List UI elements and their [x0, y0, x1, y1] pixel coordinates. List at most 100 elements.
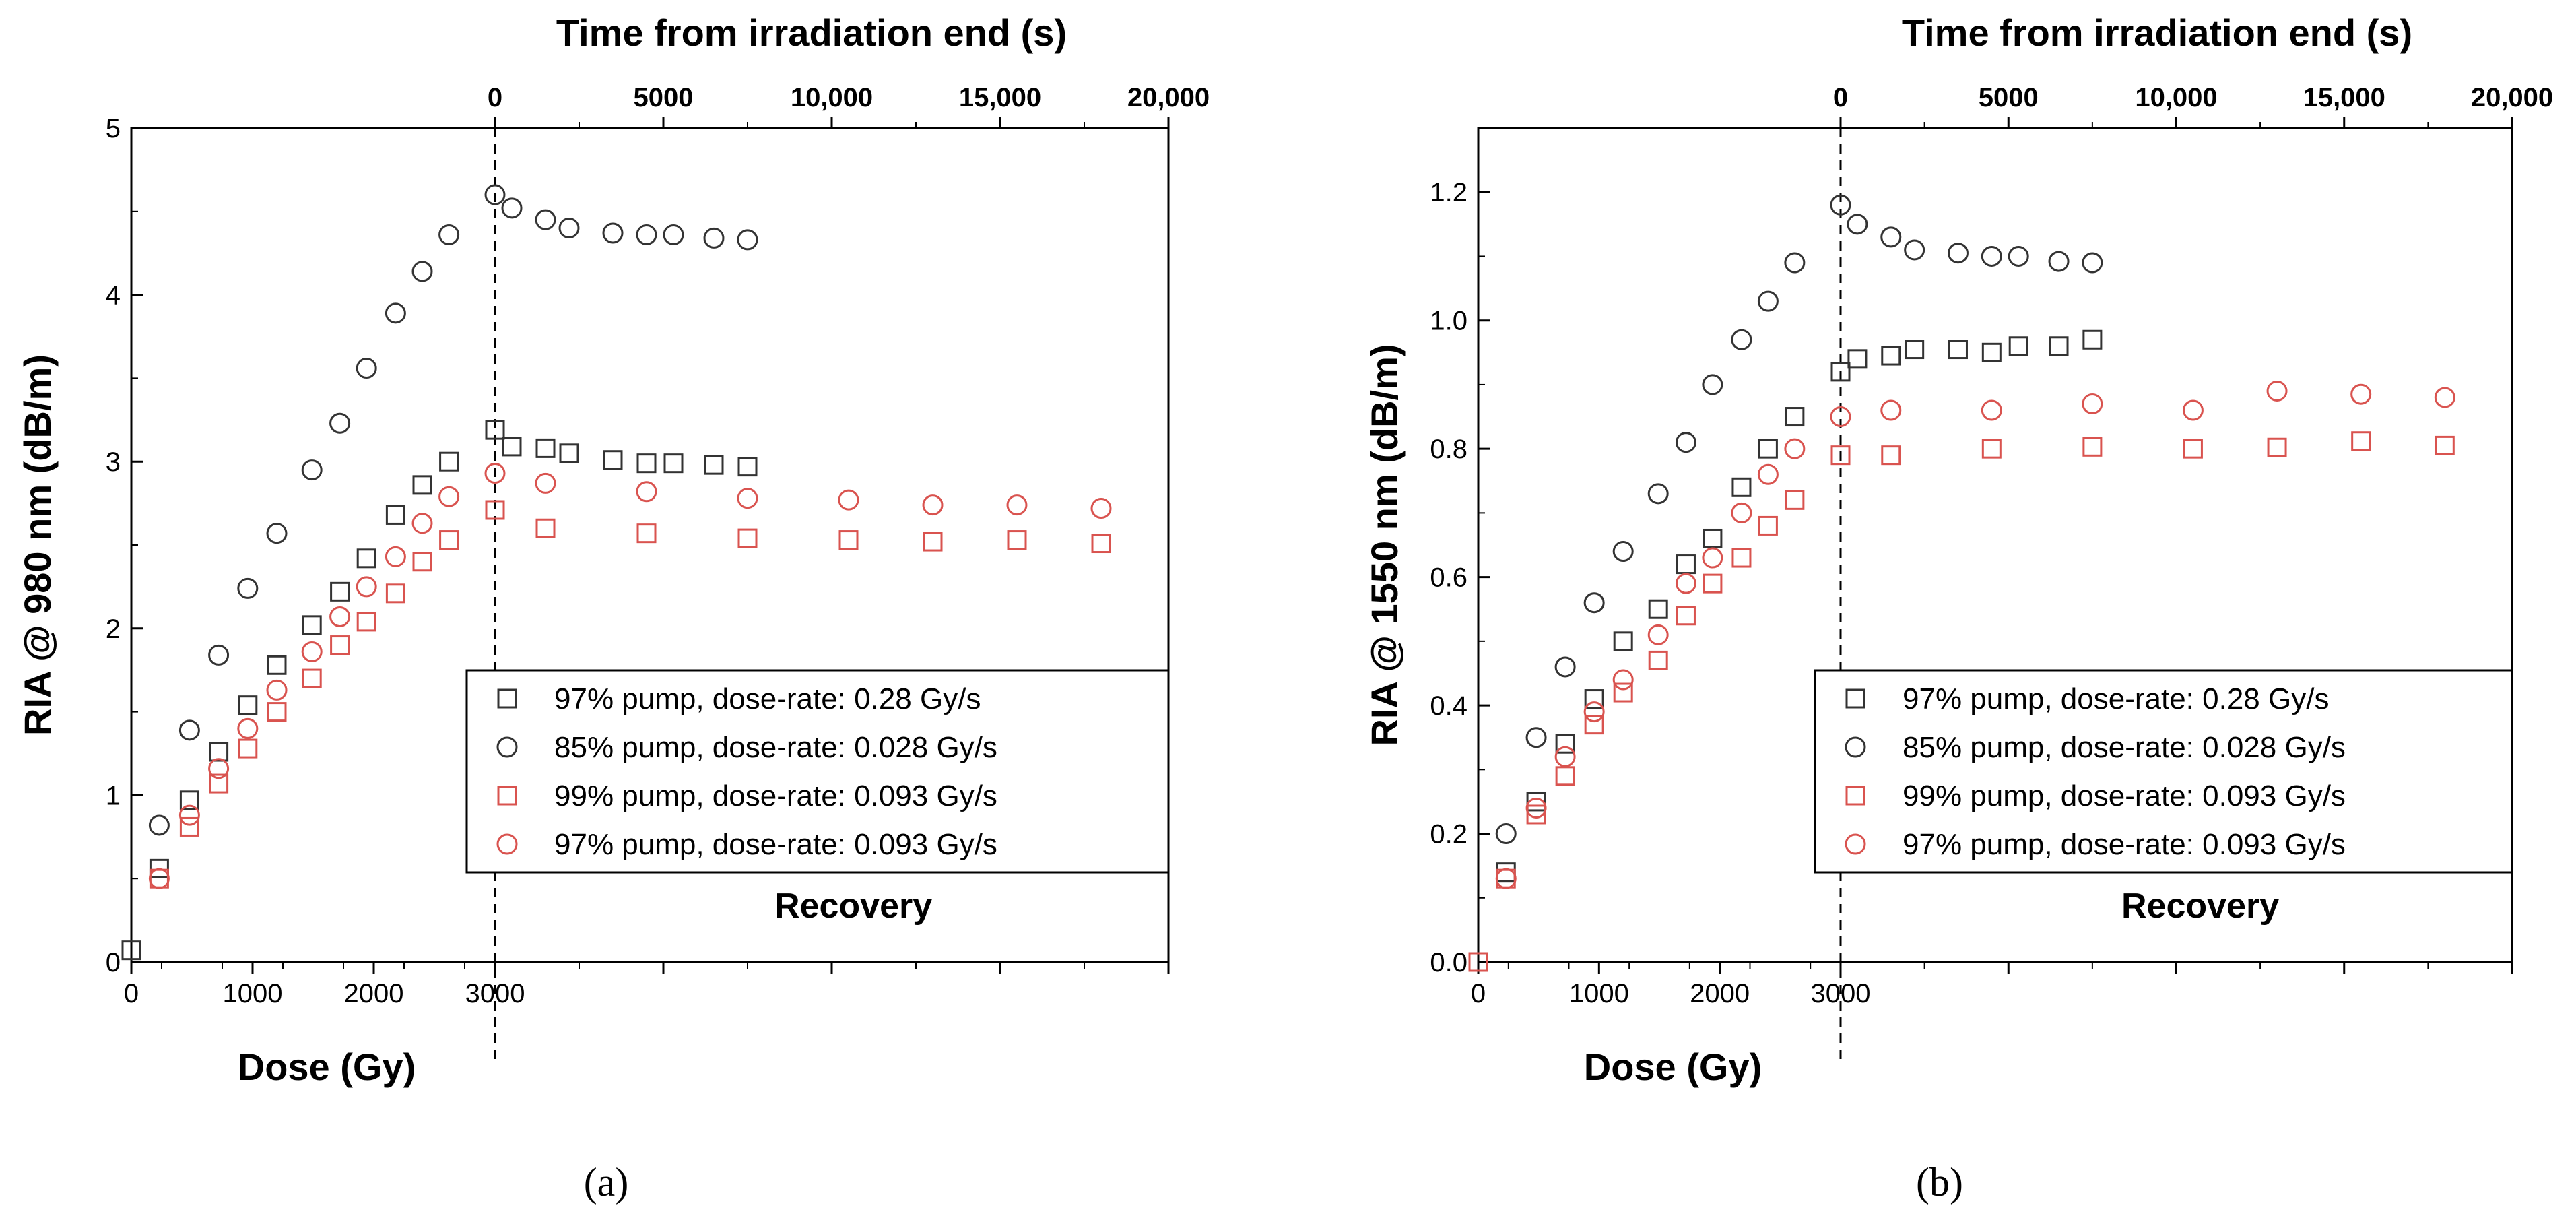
data-point-square: [485, 420, 505, 440]
y-tick-label: 0: [106, 948, 121, 977]
legend-marker-square: [1845, 688, 1865, 709]
data-point-circle: [737, 488, 758, 509]
data-point-circle: [636, 481, 657, 503]
legend-marker-circle: [1845, 833, 1866, 855]
data-point-circle: [2434, 387, 2455, 408]
data-point-circle: [703, 227, 725, 249]
data-point-circle: [1981, 399, 2002, 421]
data-point-circle: [208, 644, 230, 666]
data-point-square: [636, 453, 657, 474]
x-tick-label: 1000: [223, 979, 283, 1008]
data-point-square: [238, 738, 258, 759]
data-point-circle: [1525, 727, 1547, 748]
data-point-square: [1881, 445, 1901, 466]
data-point-square: [1676, 606, 1696, 626]
data-point-square: [1648, 599, 1668, 619]
data-point-circle: [1647, 483, 1669, 505]
legend-entry-label: 97% pump, dose-rate: 0.28 Gy/s: [554, 682, 981, 715]
x-axis-title: Dose (Gy): [1584, 1046, 1762, 1088]
y-tick-label: 1.0: [1430, 307, 1467, 336]
data-point-circle: [2266, 380, 2288, 402]
data-point-square: [1905, 340, 1925, 360]
data-point-square: [1584, 715, 1604, 735]
x2-tick-label: 10,000: [791, 83, 873, 113]
data-point-circle: [737, 229, 758, 251]
data-point-square: [838, 530, 859, 550]
data-point-square: [1731, 477, 1752, 497]
data-point-square: [2351, 431, 2371, 451]
x2-tick-label: 0: [1833, 83, 1848, 113]
data-point-circle: [558, 218, 580, 239]
data-point-circle: [1904, 239, 1925, 261]
data-point-circle: [2082, 252, 2103, 274]
data-point-circle: [1554, 656, 1576, 678]
panel-label: (b): [1916, 1160, 1963, 1205]
y-tick-label: 0.8: [1430, 435, 1467, 464]
data-point-square: [1830, 362, 1851, 382]
data-point-square: [302, 615, 322, 635]
data-point-circle: [1702, 547, 1723, 569]
data-point-circle: [1612, 669, 1634, 691]
data-point-square: [2183, 439, 2203, 459]
data-point-square: [412, 475, 432, 495]
data-point-circle: [2008, 245, 2029, 267]
data-point-square: [2082, 329, 2103, 350]
data-point-square: [209, 742, 229, 762]
data-point-square: [1785, 407, 1805, 427]
data-point-circle: [1583, 701, 1605, 723]
data-point-square: [179, 790, 199, 810]
y-tick-label: 0.0: [1430, 948, 1467, 977]
data-point-square: [2267, 437, 2287, 457]
legend-frame: [465, 669, 1170, 874]
data-point-circle: [535, 209, 556, 230]
data-point-square: [1703, 528, 1723, 548]
data-point-square: [535, 438, 556, 458]
data-point-square: [330, 581, 350, 602]
data-point-square: [1613, 631, 1633, 651]
data-point-square: [1468, 952, 1488, 972]
legend-entry-label: 85% pump, dose-rate: 0.028 Gy/s: [1903, 731, 2346, 764]
y-tick-label: 1: [106, 781, 121, 810]
data-point-circle: [2082, 393, 2103, 414]
data-point-circle: [1090, 498, 1112, 519]
data-point-square: [2008, 336, 2028, 356]
data-point-square: [485, 500, 505, 520]
data-point-circle: [1731, 502, 1752, 523]
x-tick-label: 0: [124, 979, 139, 1008]
data-point-square: [535, 518, 556, 538]
data-point-circle: [2048, 251, 2070, 272]
legend-frame: [1814, 669, 2513, 874]
data-point-square: [1584, 689, 1604, 709]
data-point-circle: [1495, 868, 1517, 889]
legend-entry-label: 99% pump, dose-rate: 0.093 Gy/s: [1903, 779, 2346, 812]
data-point-square: [439, 451, 459, 472]
data-point-circle: [411, 513, 433, 534]
data-point-circle: [1525, 797, 1547, 819]
data-point-circle: [922, 494, 944, 516]
data-point-square: [2435, 435, 2455, 455]
data-point-square: [704, 455, 724, 475]
data-point-square: [737, 457, 758, 477]
data-point-circle: [356, 576, 377, 598]
data-point-circle: [1880, 226, 1902, 248]
data-point-circle: [2350, 383, 2372, 405]
legend-marker-square: [1845, 786, 1865, 806]
data-point-square: [1526, 804, 1546, 825]
data-point-square: [1830, 445, 1851, 466]
data-point-circle: [2182, 399, 2204, 421]
data-point-square: [356, 612, 376, 632]
data-point-square: [1676, 554, 1696, 575]
data-point-square: [267, 702, 287, 722]
panel-label: (a): [584, 1160, 629, 1205]
data-point-circle: [178, 719, 200, 741]
data-point-square: [385, 505, 405, 525]
x-tick-label: 2000: [1690, 979, 1750, 1008]
x-tick-label: 1000: [1569, 979, 1629, 1008]
data-point-square: [439, 530, 459, 550]
legend-entry-label: 85% pump, dose-rate: 0.028 Gy/s: [554, 731, 997, 764]
recovery-annotation: Recovery: [2121, 887, 2279, 926]
data-point-square: [502, 437, 522, 457]
data-point-square: [385, 583, 405, 604]
data-point-circle: [1830, 194, 1851, 216]
legend-marker-circle: [496, 736, 518, 758]
